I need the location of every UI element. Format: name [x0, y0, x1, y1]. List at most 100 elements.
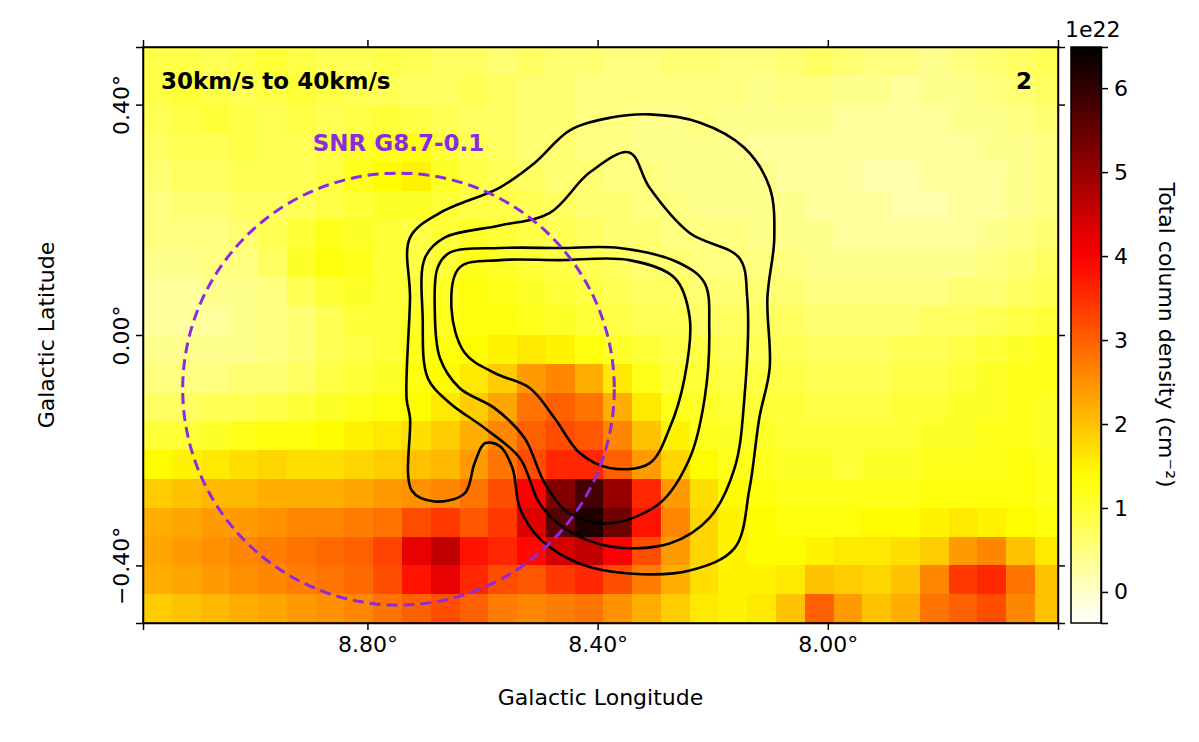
y-axis: −0.40°0.00°0.40°: [109, 48, 144, 624]
heatmap-cell: [172, 162, 201, 191]
heatmap-cell: [488, 335, 517, 364]
heatmap-cell: [431, 565, 460, 594]
heatmap-cell: [834, 335, 863, 364]
heatmap-cell: [1006, 220, 1035, 249]
tick-mark: [1101, 256, 1108, 258]
heatmap-cell: [776, 220, 805, 249]
heatmap-cell: [920, 47, 949, 76]
heatmap-cell: [834, 220, 863, 249]
heatmap-cell: [690, 335, 719, 364]
heatmap-cell: [718, 565, 747, 594]
tick: 8.40°: [568, 623, 628, 657]
heatmap-cell: [661, 249, 690, 278]
heatmap-cell: [920, 335, 949, 364]
heatmap-cell: [834, 364, 863, 393]
heatmap-cell: [718, 479, 747, 508]
heatmap-cell: [949, 393, 978, 422]
heatmap-cell: [718, 47, 747, 76]
y-tick-label: 0.40°: [109, 75, 134, 135]
heatmap-cell: [776, 479, 805, 508]
heatmap-cell: [287, 220, 316, 249]
heatmap-cell: [862, 133, 891, 162]
heatmap-cell: [977, 335, 1006, 364]
heatmap-cell: [287, 162, 316, 191]
heatmap-cell: [977, 47, 1006, 76]
heatmap-cell: [977, 364, 1006, 393]
heatmap-cell: [834, 421, 863, 450]
heatmap-cell: [517, 335, 546, 364]
heatmap-cell: [776, 306, 805, 335]
heatmap-cell: [862, 335, 891, 364]
plot-area: [143, 47, 1058, 623]
heatmap-cell: [949, 220, 978, 249]
heatmap-cell: [718, 162, 747, 191]
heatmap-cell: [949, 594, 978, 623]
heatmap-cell: [891, 565, 920, 594]
heatmap-cell: [460, 594, 489, 623]
heatmap-cell: [862, 249, 891, 278]
axis-line: [144, 40, 1059, 48]
heatmap-cell: [718, 105, 747, 134]
heatmap-cell: [747, 133, 776, 162]
heatmap-cell: [460, 306, 489, 335]
heatmap-cell: [977, 76, 1006, 105]
heatmap-cell: [977, 421, 1006, 450]
heatmap-cell: [632, 565, 661, 594]
heatmap-cell: [229, 594, 258, 623]
heatmap-cell: [834, 537, 863, 566]
heatmap-cell: [373, 565, 402, 594]
heatmap-cell: [431, 47, 460, 76]
heatmap-cell: [776, 393, 805, 422]
heatmap-cell: [632, 162, 661, 191]
heatmap-cell: [402, 220, 431, 249]
heatmap-cell: [488, 565, 517, 594]
tick-mark: [1101, 508, 1108, 510]
heatmap-cell: [632, 364, 661, 393]
tick-mark: [367, 40, 369, 47]
heatmap-cell: [172, 508, 201, 537]
heatmap-cell: [834, 393, 863, 422]
heatmap-cell: [143, 364, 172, 393]
tick-mark: [1058, 104, 1065, 106]
heatmap-cell: [834, 133, 863, 162]
heatmap-cell: [603, 191, 632, 220]
heatmap-cell: [201, 450, 230, 479]
heatmap-cell: [891, 335, 920, 364]
heatmap-cell: [373, 220, 402, 249]
heatmap-cell: [632, 105, 661, 134]
heatmap-cell: [546, 277, 575, 306]
heatmap-cell: [575, 335, 604, 364]
heatmap-cell: [690, 479, 719, 508]
heatmap-cell: [172, 537, 201, 566]
heatmap-cell: [431, 537, 460, 566]
heatmap-cell: [143, 393, 172, 422]
heatmap-cell: [834, 76, 863, 105]
heatmap-cell: [488, 479, 517, 508]
heatmap-cell: [834, 249, 863, 278]
heatmap-cell: [920, 133, 949, 162]
heatmap-cell: [517, 76, 546, 105]
heatmap-cell: [747, 594, 776, 623]
heatmap-cell: [805, 220, 834, 249]
heatmap-cell: [460, 421, 489, 450]
heatmap-cell: [316, 364, 345, 393]
heatmap-cell: [460, 47, 489, 76]
heatmap-cell: [920, 393, 949, 422]
heatmap-cell: [1035, 565, 1058, 594]
tick-mark: [136, 335, 143, 337]
heatmap-cell: [316, 537, 345, 566]
heatmap-cell: [891, 220, 920, 249]
colorbar-tick-label: 4: [1114, 244, 1128, 269]
heatmap-cell: [949, 47, 978, 76]
axis-line: [144, 624, 1059, 631]
heatmap-cell: [805, 191, 834, 220]
heatmap-cell: [834, 47, 863, 76]
heatmap-cell: [258, 277, 287, 306]
heatmap-cell: [344, 249, 373, 278]
tick-mark: [136, 565, 143, 567]
heatmap-cell: [402, 306, 431, 335]
heatmap-cell: [603, 47, 632, 76]
heatmap-cell: [172, 393, 201, 422]
heatmap-cell: [661, 220, 690, 249]
heatmap-cell: [862, 47, 891, 76]
